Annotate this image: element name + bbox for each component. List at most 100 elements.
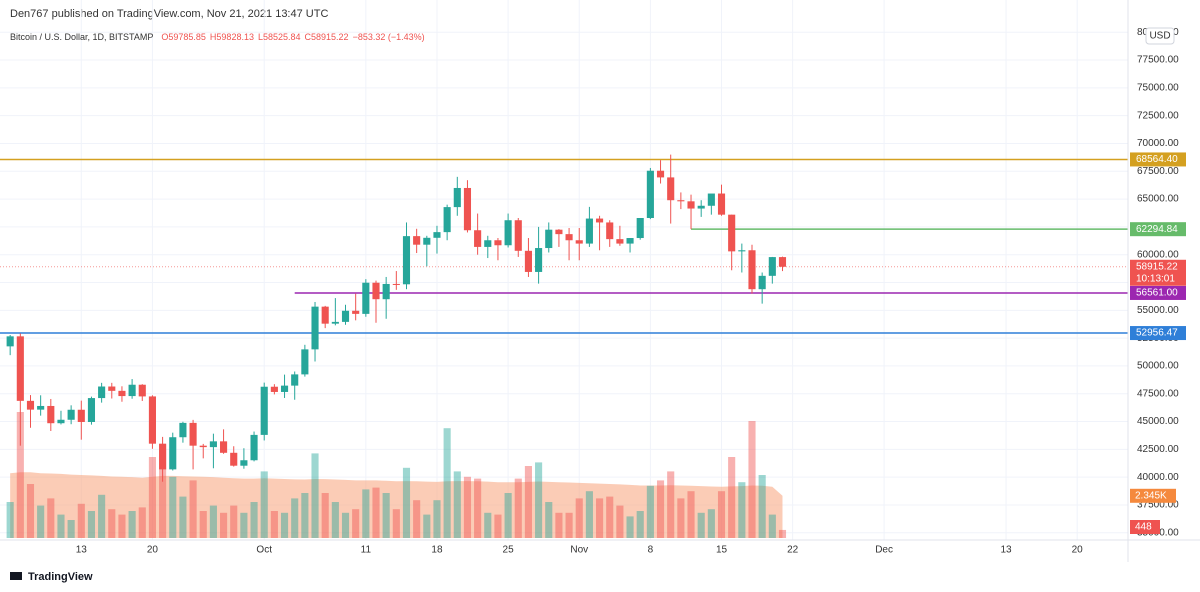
- volume-bar: [148, 457, 156, 538]
- candle-body: [636, 218, 644, 239]
- volume-bar: [392, 509, 400, 538]
- volume-bar: [535, 462, 543, 538]
- candle-body: [535, 248, 543, 272]
- y-tick-label: 72500.00: [1137, 110, 1179, 121]
- volume-bar: [382, 493, 390, 538]
- candle-body: [778, 257, 787, 267]
- volume-bar: [596, 498, 604, 538]
- candle-body: [301, 349, 309, 375]
- volume-bar: [717, 491, 726, 538]
- level-label: 62294.84: [1136, 224, 1178, 235]
- candle-body: [555, 229, 563, 235]
- volume-bar: [240, 512, 248, 538]
- volume-bar: [291, 498, 299, 538]
- volume-bar: [189, 480, 197, 538]
- x-tick-label: 20: [147, 545, 159, 556]
- volume-bar: [575, 498, 583, 538]
- candle-body: [159, 443, 167, 470]
- volume-bar: [626, 516, 634, 538]
- candle-body: [463, 187, 472, 231]
- candle-body: [250, 434, 258, 461]
- candle-body: [341, 310, 350, 322]
- level-label: 52956.47: [1136, 328, 1178, 339]
- volume-bar: [199, 511, 207, 538]
- candle-body: [667, 177, 675, 201]
- level-label-box: [1130, 285, 1186, 300]
- symbol: Bitcoin / U.S. Dollar, 1D, BITSTAMP: [10, 32, 153, 42]
- candle-body: [707, 193, 715, 206]
- volume-ma-label: 2.345K: [1135, 490, 1167, 501]
- plot-area: [0, 0, 1128, 540]
- candle-body: [362, 282, 370, 314]
- volume-bar: [667, 471, 675, 538]
- x-tick-label: 20: [1072, 545, 1084, 556]
- candle-body: [189, 422, 197, 446]
- candle-body: [423, 237, 431, 245]
- volume-bar: [585, 491, 593, 538]
- level-label-box: [1130, 152, 1186, 167]
- current-price-box: [1130, 259, 1186, 286]
- volume-bar: [220, 512, 228, 538]
- candle-body: [738, 250, 746, 252]
- volume-bar: [260, 471, 268, 538]
- volume-bar: [26, 484, 35, 538]
- candle-body: [382, 283, 390, 300]
- volume-bar: [504, 493, 512, 538]
- level-label-box: [1130, 222, 1186, 237]
- volume-bar: [77, 503, 85, 538]
- candle-body: [47, 405, 55, 424]
- candle-body: [179, 422, 187, 438]
- currency-badge: [1145, 27, 1175, 45]
- candle-body: [372, 282, 380, 300]
- level-label-box: [1130, 326, 1186, 341]
- volume-bar: [6, 502, 14, 538]
- x-tick-label: Nov: [570, 545, 588, 556]
- volume-bar: [57, 514, 65, 538]
- volume-bar: [707, 509, 715, 538]
- candle-body: [524, 250, 532, 272]
- volume-bar: [606, 496, 614, 538]
- volume-bar: [47, 498, 55, 538]
- volume-bar: [758, 475, 766, 538]
- candle-body: [758, 275, 766, 290]
- volume-bar: [738, 482, 746, 538]
- candle-body: [128, 384, 136, 397]
- candle-body: [77, 409, 85, 422]
- y-tick-label: 47500.00: [1137, 388, 1179, 399]
- candle-body: [402, 236, 411, 285]
- y-tick-label: 45000.00: [1137, 416, 1179, 427]
- volume-bar: [453, 471, 461, 538]
- candle-body: [321, 306, 329, 324]
- candle-body: [331, 321, 339, 324]
- volume-bar: [128, 511, 136, 538]
- volume-bar: [413, 500, 421, 538]
- x-tick-label: 15: [716, 545, 728, 556]
- candle-body: [474, 230, 482, 247]
- y-tick-label: 42500.00: [1137, 444, 1179, 455]
- volume-bar: [555, 512, 563, 538]
- volume-bar: [423, 514, 431, 538]
- volume-bar: [616, 505, 624, 538]
- candle-body: [677, 200, 685, 202]
- candle-body: [37, 405, 45, 410]
- volume-bar: [311, 453, 319, 538]
- symbol-legend: Bitcoin / U.S. Dollar, 1D, BITSTAMP O5978…: [10, 32, 425, 42]
- volume-bar: [565, 512, 573, 538]
- candle-body: [67, 409, 75, 420]
- ohlc-value: H59828.13: [210, 32, 254, 42]
- candle-body: [148, 396, 156, 444]
- candle-body: [108, 386, 116, 391]
- candle-body: [169, 437, 177, 470]
- volume-bar: [159, 444, 167, 538]
- volume-bar: [494, 514, 502, 538]
- candle-body: [545, 229, 553, 249]
- candle-body: [230, 452, 238, 466]
- volume-bar: [514, 478, 522, 538]
- volume-bar: [362, 489, 370, 538]
- candle-body: [352, 310, 360, 314]
- ohlc-value: C58915.22: [305, 32, 349, 42]
- candle-body: [57, 419, 65, 424]
- volume-bar: [280, 512, 289, 538]
